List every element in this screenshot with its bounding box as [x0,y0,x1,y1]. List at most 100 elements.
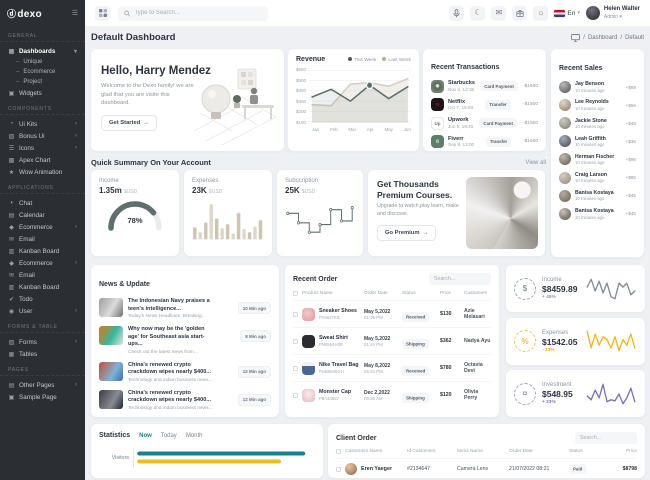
table-row[interactable]: Sneaker Shoes PA0647KB May 5,2022 01:08 PM… [293,300,491,327]
sidebar-item-kanban-board-2[interactable]: ▥ Kanban Board [8,283,60,291]
avatar [559,117,571,130]
sidebar-item-email-2[interactable]: ✉ Email [8,271,35,279]
sidebar-toggle-icon[interactable]: ☰ [71,10,78,17]
product-image [302,388,315,402]
breadcrumb-dashboard[interactable]: Dashboard [587,34,618,41]
light-mode-button[interactable]: ☼ [533,5,549,21]
sale-row[interactable]: Craig Larson 10 minutes ago +$85 [559,171,636,184]
recent-order-search-input[interactable] [429,273,491,285]
sidebar-item-sample-page[interactable]: ▣ Sample Page [8,393,57,401]
apps-grid-button[interactable] [95,5,110,21]
news-item[interactable]: Why now may be the 'golden age' for Sout… [99,326,271,355]
revenue-card: Revenue This Week Last Week $600 $500 $400… [288,49,419,151]
voice-search-button[interactable] [449,5,465,21]
sidebar-subitem-unique[interactable]: Unique [0,57,85,67]
news-time-badge: 10 Min ago [237,302,271,314]
sale-row[interactable]: Banisa Kostaya 10 minutes ago +$45 [559,189,636,202]
sidebar-subitem-project[interactable]: Project [0,77,85,87]
sale-amount: +$85 [625,175,636,181]
transaction-row[interactable]: Up Upwork Jun 9, 19:45 Card Payment -$150… [431,116,538,130]
premium-body: Upgrade to watch,play learn, make and di… [377,203,459,218]
dashboards-icon: ▦ [8,48,15,55]
chevron-down-icon: ▾ [577,10,580,16]
tab-month[interactable]: Month [185,432,203,439]
messages-button[interactable]: ✉ [491,5,507,21]
transaction-row[interactable]: ◉ Starbucks Nov 4, 12:35 Card Payment -$1… [431,79,538,93]
payment-method-badge: Card Payment [479,118,517,128]
sale-amount: +$36 [625,138,636,144]
bonus-button[interactable] [512,5,528,21]
select-all-checkbox[interactable] [293,291,298,296]
sidebar-item-calendar[interactable]: ▤ Calendar [8,211,45,219]
tab-now[interactable]: Now [139,432,152,439]
sale-row[interactable]: Jay Benson 10 minutes ago +$89 [559,81,636,94]
sidebar-section-general: GENERAL [0,26,85,42]
breadcrumb-default[interactable]: Default [624,34,644,41]
sidebar-item-ecommerce[interactable]: ◆ Ecommerce › [9,223,77,231]
transaction-row[interactable]: fi Fiverr Sep 8, 13:00 Transfer -$1500 [431,135,538,148]
chevron-right-icon: › [75,133,77,139]
transaction-row[interactable]: N Netflix Oct 7, 15:00 Transfer -$1500 [431,98,538,111]
row-checkbox[interactable] [293,338,298,344]
transaction-amount: -$1500 [523,120,538,126]
view-all-link[interactable]: View all [525,159,546,166]
row-checkbox[interactable] [293,311,298,317]
sale-amount: +$89 [625,84,636,90]
sidebar-subitem-ecommerce[interactable]: Ecommerce [0,67,85,77]
sale-row[interactable]: Leah Griffith 10 minutes ago +$36 [559,135,636,148]
sidebar-item-todo[interactable]: ✔ Todo [8,295,33,303]
sidebar-item-other-pages[interactable]: ▤ Other Pages › [8,381,77,389]
table-row[interactable]: Monster Cap P8A34567 Dec 2,2022 09:26 AM S… [293,381,491,408]
get-started-button[interactable]: Get Started → [101,115,158,132]
sales-title: Recent Sales [559,65,603,72]
sidebar-item-bonus-ui[interactable]: ▧ Bonus Ui › [8,132,77,140]
recent-order-title: Recent Order [293,275,338,283]
news-thumbnail [99,298,123,317]
sidebar-item-wow-animation[interactable]: ★ Wow Animation [8,168,63,176]
language-selector[interactable]: En ▾ [553,8,580,18]
table-row[interactable]: Sweat Shirt PN8864H2E May 5,2022 01:24 PM … [293,327,491,354]
sidebar-item-kanban-board[interactable]: ▥ Kanban Board [8,247,60,255]
sale-row[interactable]: Herman Fischer 10 minutes ago +$96 [559,153,636,166]
row-checkbox[interactable] [293,365,298,371]
sidebar-item-tables[interactable]: ▦ Tables [8,350,38,358]
search-icon [124,10,131,16]
sidebar-item-ui-kits[interactable]: ◔ Ui Kits › [9,120,77,128]
sidebar-item-apex-chart[interactable]: ▩ Apex Chart [8,156,51,164]
go-premium-button[interactable]: Go Premium → [377,225,437,242]
news-item[interactable]: China's renewed crypto crackdown wipes n… [99,361,271,383]
sidebar-item-forms[interactable]: ▨ Forms › [8,338,77,346]
sidebar: ⓓdexo ☰ GENERAL ▦ Dashboards ▾ Unique Ec… [0,0,85,480]
premium-image [466,177,538,249]
statistics-card: Statistics Now Today Month Visitors [91,424,323,478]
sidebar-item-user[interactable]: ◉ User › [8,307,77,315]
premium-title: Get Thousands Premium Courses. [377,179,453,200]
user-menu[interactable]: Helen Walter Admin ▾ [585,6,640,20]
sidebar-item-dashboards[interactable]: ▦ Dashboards ▾ [8,47,77,55]
sidebar-item-ecommerce-2[interactable]: ◆ Ecommerce › [9,259,77,267]
news-item[interactable]: China's renewed crypto crackdown wipes n… [99,389,271,411]
row-checkbox[interactable] [336,466,341,472]
dark-mode-button[interactable]: ☾ [470,5,486,21]
table-row[interactable]: Eren Yaeger #2134647 Camera Lens 21/07/2… [336,458,637,475]
sale-row[interactable]: Banisa Kostaya 10 minutes ago +$45 [559,207,636,220]
select-all-checkbox[interactable] [336,449,341,454]
chevron-right-icon: › [75,121,77,127]
sidebar-item-widgets[interactable]: ▣ Widgets [8,89,42,97]
ui-kits-icon: ◔ [9,121,14,127]
sale-row[interactable]: Jackie Stone 10 minutes ago +$48 [559,117,636,130]
search-input[interactable] [134,10,262,16]
news-item[interactable]: The Indonesian Navy praises a teen's int… [99,298,271,319]
client-order-search-input[interactable] [575,432,637,444]
sale-row[interactable]: Lee Reynolds 10 minutes ago +$56 [559,99,636,112]
row-checkbox[interactable] [293,392,298,398]
sidebar-item-email[interactable]: ✉ Email [8,235,35,243]
sidebar-item-chat[interactable]: ◖ Chat [9,199,33,207]
sidebar-item-icons[interactable]: ☰ Icons › [8,144,77,152]
table-row[interactable]: Nike Travel Bag PUB6546GH May 8,2022 05:32… [293,354,491,381]
user-icon: ◉ [8,308,15,315]
product-image [302,361,315,375]
tab-today[interactable]: Today [160,432,177,439]
brand-logo[interactable]: ⓓdexo [7,8,42,20]
